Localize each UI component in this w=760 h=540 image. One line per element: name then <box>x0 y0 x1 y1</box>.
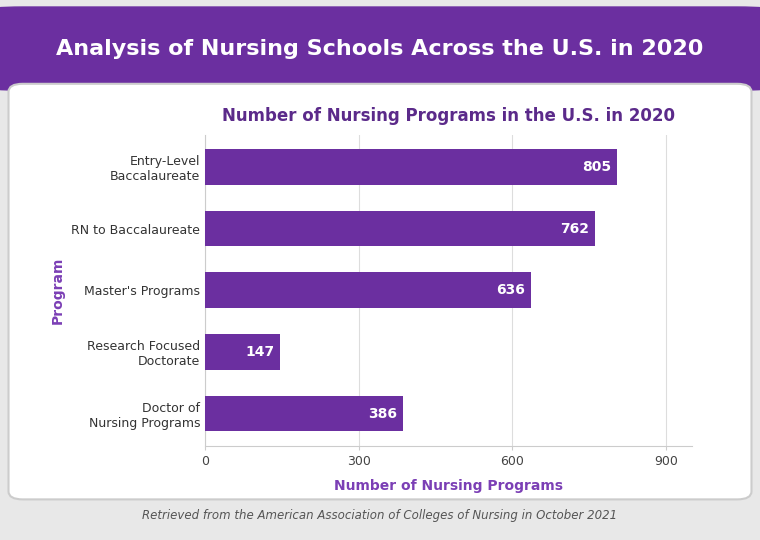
FancyBboxPatch shape <box>0 7 760 90</box>
Bar <box>205 272 530 308</box>
Text: 147: 147 <box>245 345 274 359</box>
Text: Retrieved from the American Association of Colleges of Nursing in October 2021: Retrieved from the American Association … <box>142 509 618 522</box>
Bar <box>205 396 403 431</box>
Text: 386: 386 <box>368 407 397 421</box>
Text: 805: 805 <box>582 160 611 174</box>
Bar <box>205 211 595 246</box>
Title: Number of Nursing Programs in the U.S. in 2020: Number of Nursing Programs in the U.S. i… <box>222 107 675 125</box>
Text: 762: 762 <box>560 221 589 235</box>
Bar <box>205 149 617 185</box>
FancyBboxPatch shape <box>8 84 752 500</box>
Bar <box>205 334 280 370</box>
Y-axis label: Program: Program <box>50 256 65 324</box>
Text: 636: 636 <box>496 284 524 297</box>
Text: Analysis of Nursing Schools Across the U.S. in 2020: Analysis of Nursing Schools Across the U… <box>56 38 704 59</box>
X-axis label: Number of Nursing Programs: Number of Nursing Programs <box>334 478 563 492</box>
